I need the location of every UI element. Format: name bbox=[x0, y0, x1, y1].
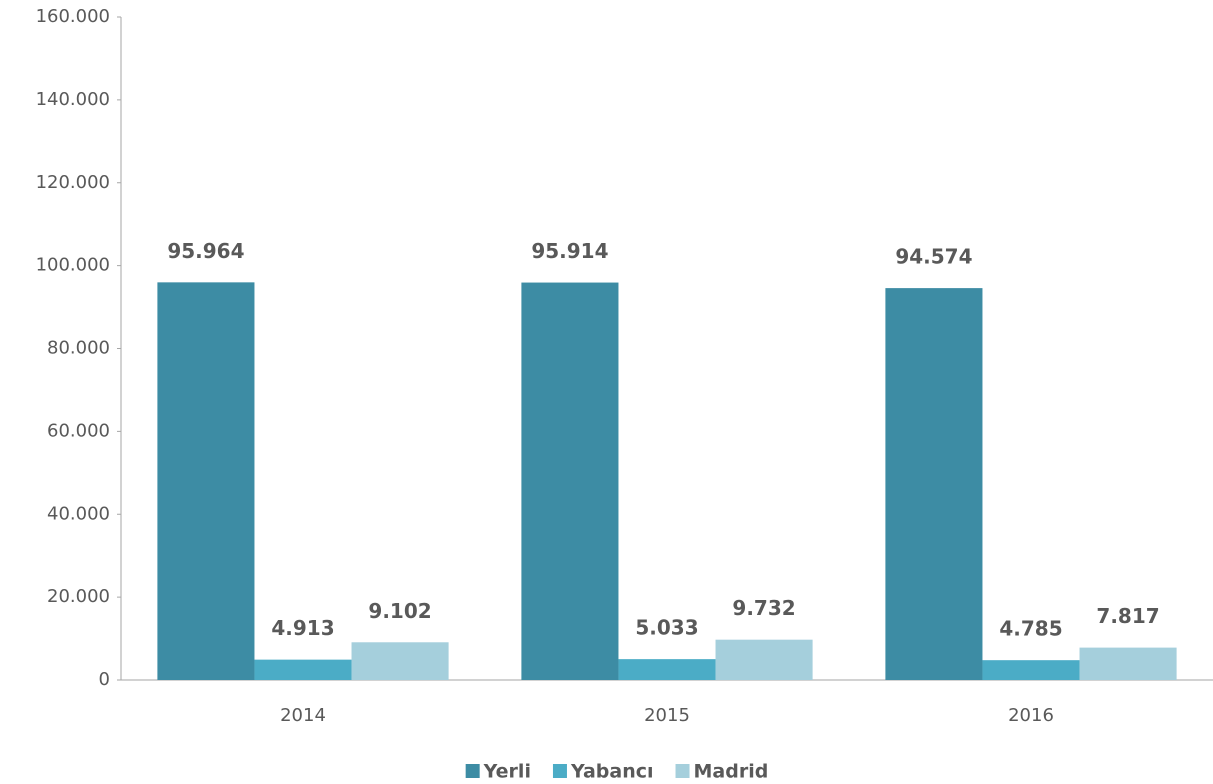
legend-label: Yabancı bbox=[570, 761, 654, 783]
y-tick-label: 160.000 bbox=[36, 6, 110, 27]
data-label: 94.574 bbox=[895, 245, 972, 269]
data-label: 5.033 bbox=[635, 616, 698, 640]
bar bbox=[1079, 647, 1177, 680]
y-tick-label: 140.000 bbox=[36, 89, 110, 110]
y-tick-label: 120.000 bbox=[36, 172, 110, 193]
legend-swatch bbox=[675, 764, 690, 778]
bar bbox=[351, 642, 449, 680]
bar bbox=[157, 282, 255, 680]
data-label: 9.102 bbox=[368, 599, 431, 623]
y-tick-label: 40.000 bbox=[47, 503, 110, 524]
data-label: 4.785 bbox=[999, 617, 1062, 641]
data-label: 7.817 bbox=[1096, 604, 1159, 628]
bar bbox=[885, 288, 983, 680]
x-tick-label: 2015 bbox=[644, 705, 690, 726]
legend-label: Yerli bbox=[483, 761, 531, 783]
data-label: 9.732 bbox=[732, 596, 795, 620]
y-tick-label: 20.000 bbox=[47, 586, 110, 607]
data-label: 4.913 bbox=[271, 616, 334, 640]
y-tick-label: 80.000 bbox=[47, 338, 110, 359]
data-label: 95.914 bbox=[531, 239, 608, 263]
x-tick-label: 2014 bbox=[280, 705, 326, 726]
legend-swatch bbox=[465, 764, 480, 778]
bar bbox=[254, 659, 352, 680]
bar bbox=[521, 282, 619, 680]
bar bbox=[618, 659, 716, 680]
x-tick-label: 2016 bbox=[1008, 705, 1054, 726]
y-tick-label: 0 bbox=[99, 669, 110, 690]
y-tick-label: 60.000 bbox=[47, 420, 110, 441]
bar bbox=[715, 639, 813, 680]
data-label: 95.964 bbox=[167, 239, 244, 263]
y-tick-label: 100.000 bbox=[36, 255, 110, 276]
legend-label: Madrid bbox=[694, 761, 769, 783]
legend-swatch bbox=[552, 764, 567, 778]
bar bbox=[982, 660, 1080, 680]
